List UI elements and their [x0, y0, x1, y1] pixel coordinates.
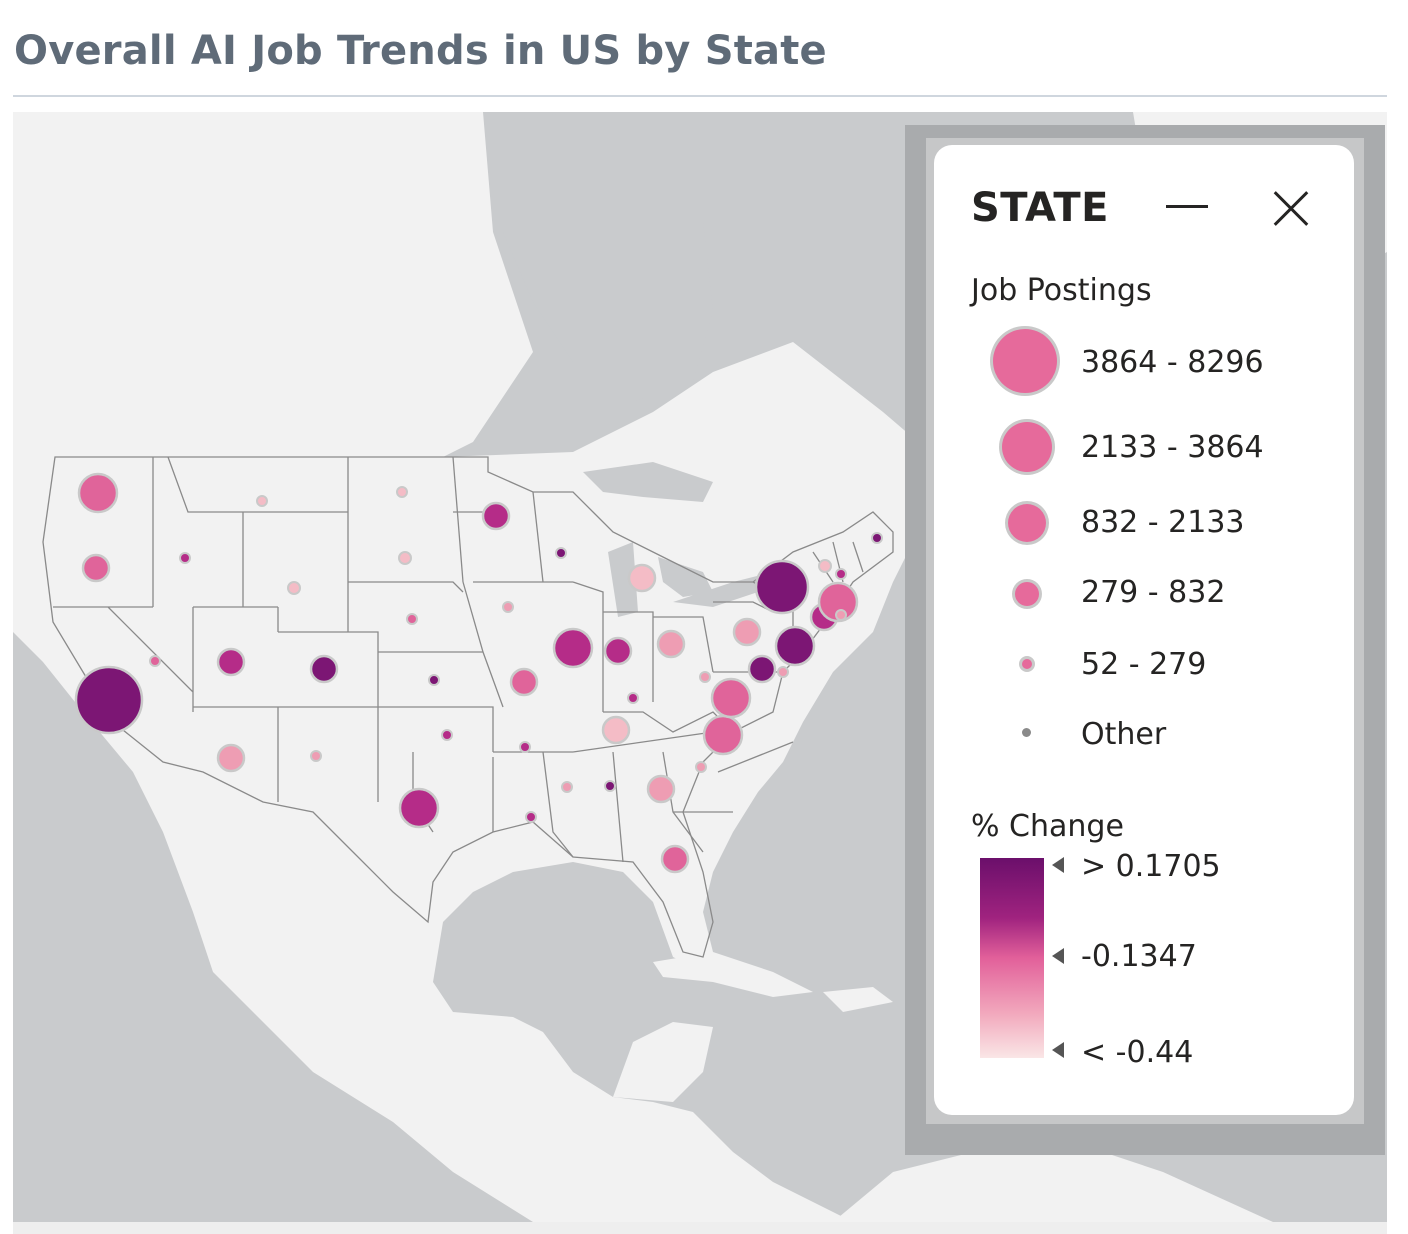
bubble-mt[interactable]	[256, 495, 268, 507]
cuba-land	[653, 952, 813, 997]
bubble-layer	[74, 472, 883, 874]
bubble-ut[interactable]	[216, 647, 246, 677]
bubble-wa[interactable]	[77, 472, 119, 514]
minimize-button[interactable]	[1162, 185, 1212, 225]
size-legend-item: 52 - 279	[934, 637, 1354, 697]
bubble-in[interactable]	[603, 636, 633, 666]
bubble-mn[interactable]	[481, 501, 511, 531]
size-legend-label: 52 - 279	[1081, 647, 1207, 682]
color-legend-title: % Change	[971, 809, 1124, 844]
bubble-sc[interactable]	[695, 761, 707, 773]
bottom-scrollbar	[13, 1222, 1387, 1234]
baja-land	[173, 802, 263, 992]
bubble-ks[interactable]	[428, 674, 440, 686]
bubble-nv[interactable]	[149, 655, 161, 667]
size-legend-label: 279 - 832	[1081, 575, 1226, 610]
gradient-label-high: > 0.1705	[1081, 849, 1221, 884]
title-divider	[13, 95, 1387, 97]
bubble-nc[interactable]	[702, 714, 744, 756]
hispaniola-land	[823, 987, 893, 1012]
gradient-tick-icon	[1052, 948, 1064, 964]
bubble-nm[interactable]	[310, 750, 322, 762]
bubble-de[interactable]	[777, 666, 789, 678]
color-gradient-bar	[980, 858, 1044, 1058]
gradient-label-mid: -0.1347	[1081, 939, 1197, 974]
bubble-md[interactable]	[747, 654, 777, 684]
legend-panel: STATE Job Postings 3864 - 8296 2133 - 38…	[934, 145, 1354, 1115]
bubble-nj[interactable]	[774, 625, 816, 667]
bubble-wy[interactable]	[287, 581, 301, 595]
gradient-tick-icon	[1052, 1042, 1064, 1058]
size-legend-label: Other	[1081, 717, 1167, 752]
bubble-or[interactable]	[81, 553, 111, 583]
bubble-al[interactable]	[604, 780, 616, 792]
page-title: Overall AI Job Trends in US by State	[14, 28, 827, 74]
other-dot-icon	[1022, 728, 1031, 737]
bubble-me[interactable]	[871, 532, 883, 544]
bubble-ia[interactable]	[502, 601, 514, 613]
bubble-wi[interactable]	[555, 547, 567, 559]
size-legend-item: 832 - 2133	[934, 495, 1354, 555]
bubble-az[interactable]	[216, 743, 246, 773]
bubble-ok[interactable]	[441, 729, 453, 741]
gradient-tick-icon	[1052, 857, 1064, 873]
size-dot-icon	[993, 329, 1057, 393]
bubble-fl[interactable]	[660, 844, 690, 874]
size-dot-icon	[1008, 504, 1046, 542]
bubble-vt[interactable]	[818, 559, 832, 573]
bubble-oh[interactable]	[656, 629, 686, 659]
size-legend-title: Job Postings	[971, 273, 1152, 308]
size-legend-label: 2133 - 3864	[1081, 430, 1264, 465]
bubble-co[interactable]	[309, 654, 339, 684]
bubble-tx[interactable]	[398, 787, 440, 829]
close-button[interactable]	[1272, 189, 1312, 229]
hudson-bay	[503, 112, 713, 402]
bubble-ca[interactable]	[74, 665, 144, 735]
bubble-ar[interactable]	[519, 741, 531, 753]
bubble-va[interactable]	[710, 677, 752, 719]
bubble-mo[interactable]	[509, 667, 539, 697]
size-legend-item: 279 - 832	[934, 565, 1354, 625]
bubble-la[interactable]	[525, 811, 537, 823]
bubble-id[interactable]	[179, 552, 191, 564]
bubble-ma[interactable]	[817, 581, 859, 623]
bubble-wv[interactable]	[699, 671, 711, 683]
size-legend-item: 2133 - 3864	[934, 420, 1354, 480]
bubble-tn[interactable]	[601, 715, 631, 745]
bubble-il[interactable]	[552, 627, 594, 669]
bubble-ri[interactable]	[835, 609, 847, 621]
bubble-ky[interactable]	[627, 692, 639, 704]
legend-title: STATE	[971, 185, 1109, 231]
bubble-mi[interactable]	[627, 563, 657, 593]
bubble-pa[interactable]	[732, 617, 762, 647]
size-dot-icon	[1002, 422, 1052, 472]
bubble-ny[interactable]	[754, 559, 810, 615]
bubble-nd[interactable]	[396, 486, 408, 498]
size-legend-item: 3864 - 8296	[934, 329, 1354, 395]
bubble-ms[interactable]	[561, 781, 573, 793]
bubble-ne[interactable]	[406, 613, 418, 625]
bubble-ga[interactable]	[646, 774, 676, 804]
size-dot-icon	[1015, 582, 1039, 606]
size-legend-label: 3864 - 8296	[1081, 345, 1264, 380]
bubble-sd[interactable]	[398, 551, 412, 565]
size-dot-icon	[1022, 659, 1032, 669]
yucatan-land	[613, 1022, 713, 1102]
gradient-label-low: < -0.44	[1081, 1035, 1194, 1070]
bubble-nh[interactable]	[835, 568, 847, 580]
size-legend-label: 832 - 2133	[1081, 505, 1245, 540]
size-legend-item: Other	[934, 707, 1354, 767]
south-america-land	[833, 1142, 1273, 1222]
